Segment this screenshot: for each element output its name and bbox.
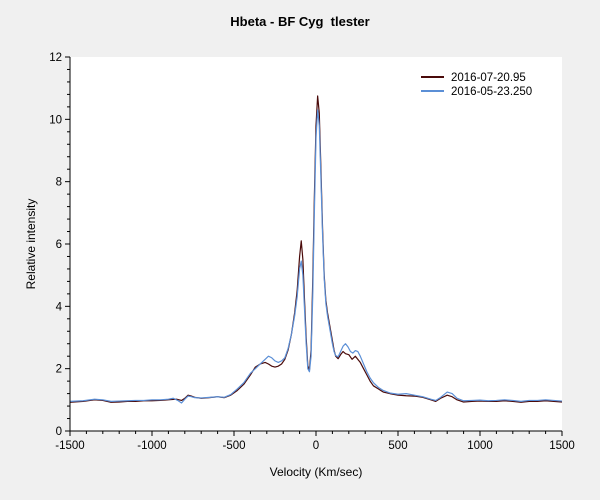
x-tick-label: -1000 — [137, 440, 166, 452]
y-tick-label: 0 — [56, 426, 62, 438]
x-tick-label: 500 — [388, 440, 407, 452]
y-tick-label: 10 — [49, 114, 62, 126]
ticks-layer: -1500 -1000 -500 0 500 1000 1500 0 2 4 6 8 10 12 — [49, 52, 575, 452]
y-tick-label: 4 — [56, 301, 63, 313]
x-tick-label: 1000 — [467, 440, 493, 452]
x-axis-label: Velocity (Km/sec) — [270, 465, 363, 479]
y-axis-label: Relative intensity — [24, 199, 38, 290]
x-tick-label: 0 — [313, 440, 319, 452]
legend-label-1: 2016-07-20.95 — [451, 72, 526, 84]
y-tick-label: 6 — [56, 239, 62, 251]
x-tick-label: 1500 — [549, 440, 575, 452]
legend-label-2: 2016-05-23.250 — [451, 86, 532, 98]
plot-area — [70, 57, 562, 431]
series-layer — [69, 95, 563, 404]
y-tick-label: 2 — [56, 364, 62, 376]
y-tick-label: 12 — [49, 52, 62, 64]
x-tick-label: -1500 — [55, 440, 84, 452]
y-tick-label: 8 — [56, 177, 62, 189]
series-line-2 — [69, 109, 563, 404]
x-tick-label: -500 — [222, 440, 245, 452]
chart-title: Hbeta - BF Cyg tlester — [230, 14, 370, 29]
legend: 2016-07-20.95 2016-05-23.250 — [421, 72, 532, 98]
